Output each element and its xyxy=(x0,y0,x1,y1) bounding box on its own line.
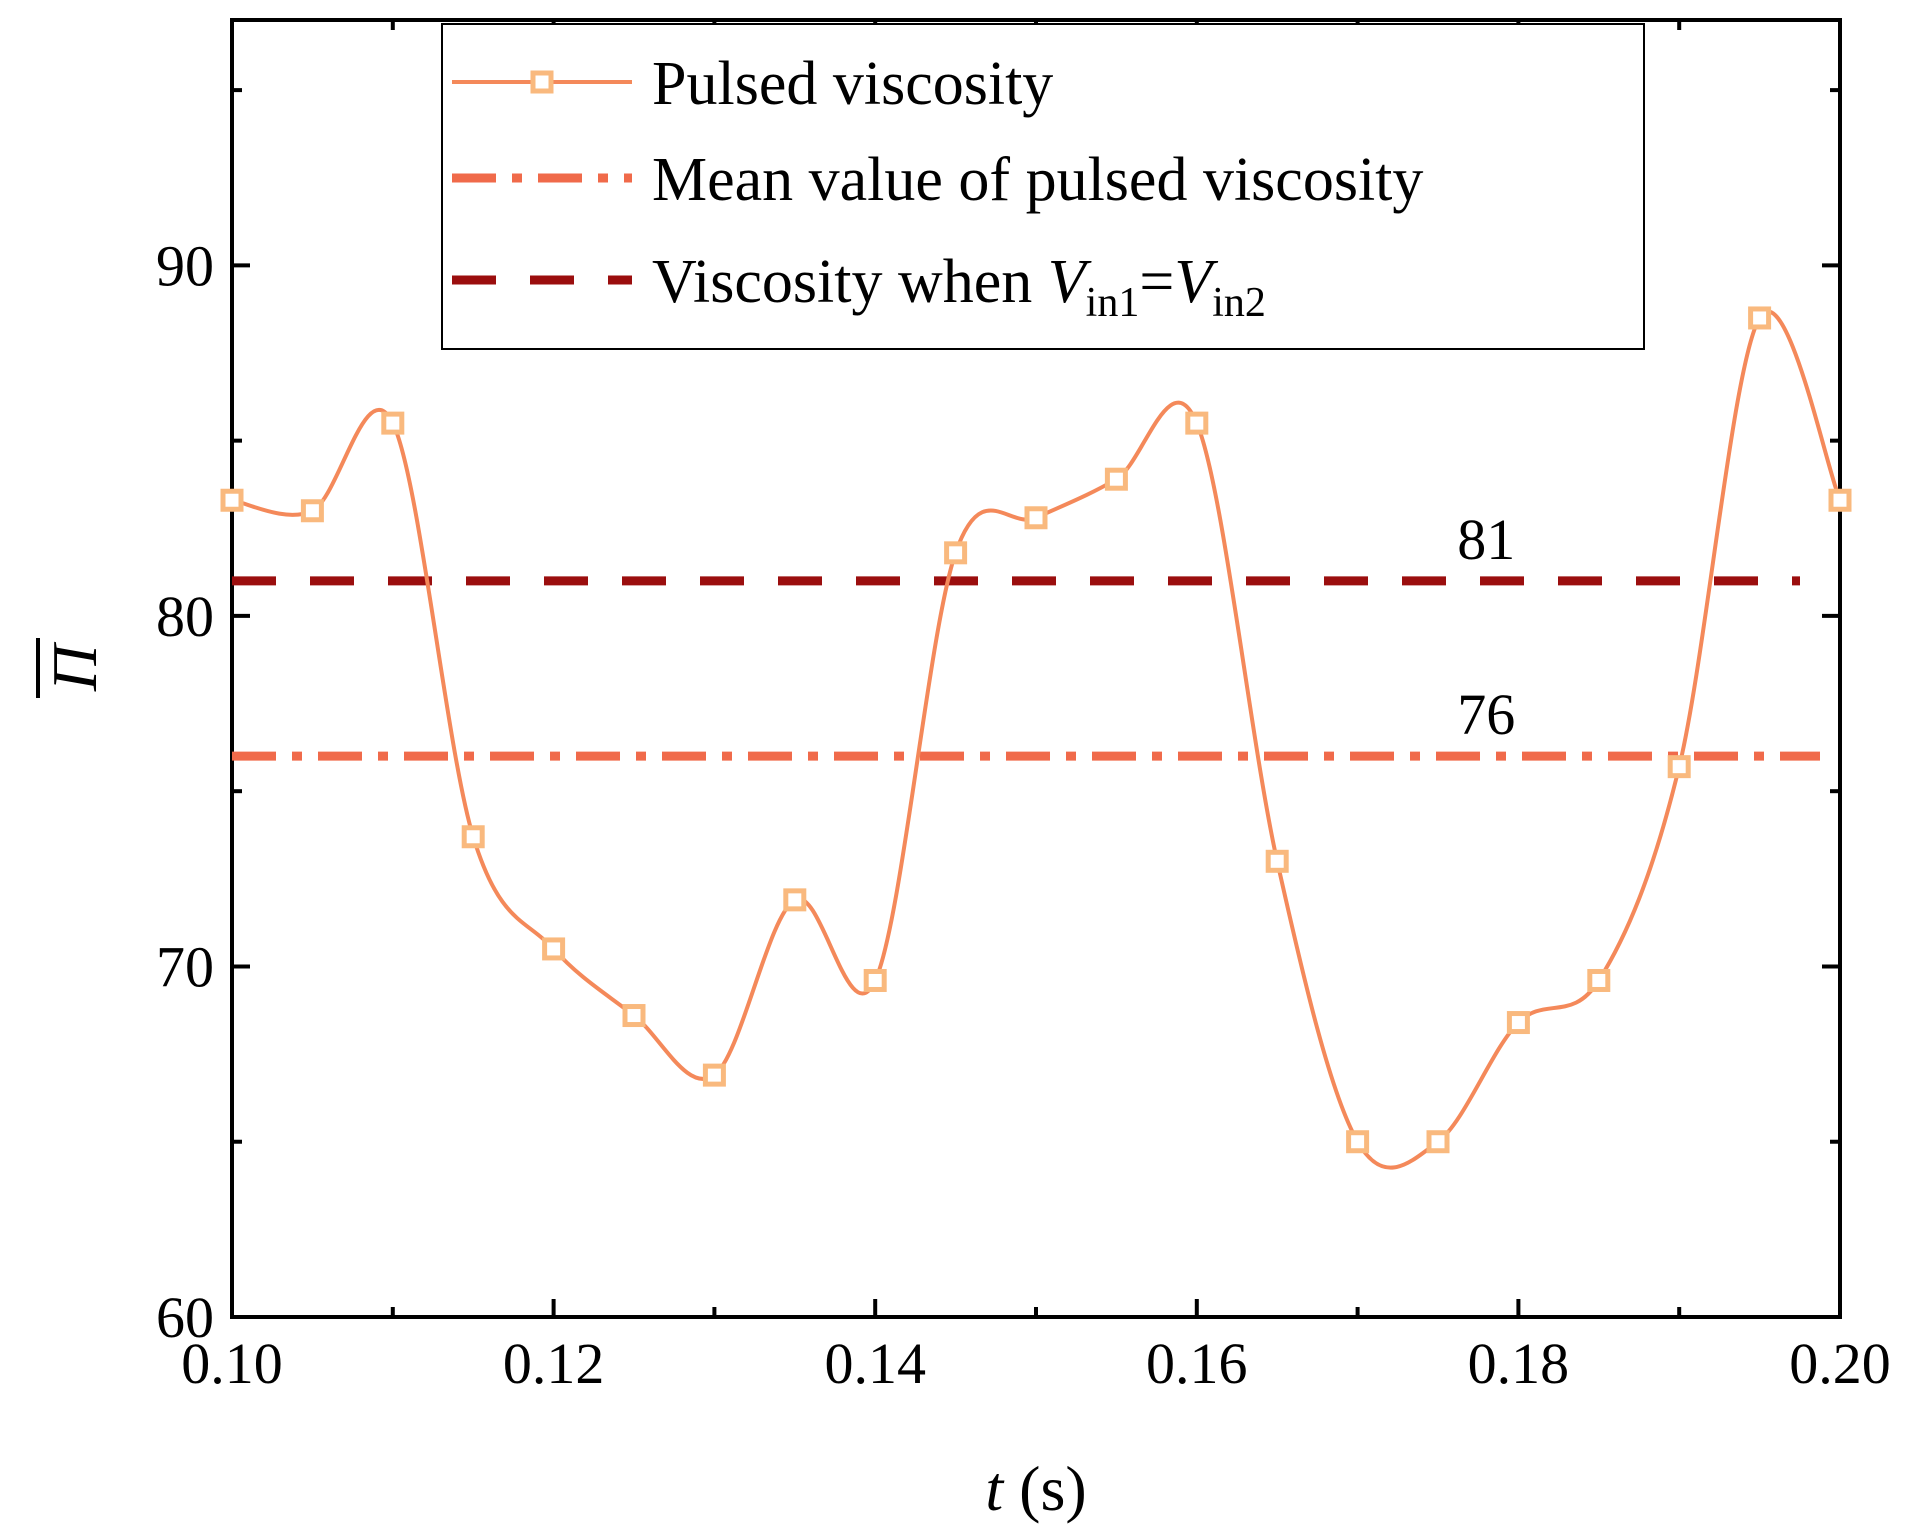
x-tick-label: 0.14 xyxy=(824,1331,926,1396)
data-point-marker xyxy=(783,888,807,912)
legend-label-equal-sub2: in2 xyxy=(1212,280,1266,326)
y-tick-label: 60 xyxy=(156,1285,214,1350)
data-point-marker xyxy=(1828,488,1852,512)
legend-label-equal-prefix: Viscosity when xyxy=(652,248,1048,316)
data-point-marker xyxy=(300,499,324,523)
legend: Pulsed viscosity Mean value of pulsed vi… xyxy=(441,23,1645,350)
annotation-76: 76 xyxy=(1457,682,1515,747)
legend-label-mean: Mean value of pulsed viscosity xyxy=(652,146,1423,214)
y-axis-ticks: 60 70 80 90 xyxy=(156,88,1840,1350)
data-point-marker xyxy=(1667,755,1691,779)
data-point-marker xyxy=(702,1063,726,1087)
pulsed-viscosity-curve xyxy=(231,309,1842,1170)
y-tick-label: 90 xyxy=(156,233,214,298)
legend-label-equal-eq: = xyxy=(1139,248,1174,316)
data-point-marker xyxy=(944,541,968,565)
data-point-marker xyxy=(1587,968,1611,992)
data-point-marker xyxy=(1185,411,1209,435)
data-point-marker xyxy=(1104,467,1128,491)
legend-swatch-pulsed-marker xyxy=(530,70,554,94)
x-axis-title-var: t xyxy=(985,1453,1005,1524)
legend-label-equal: Viscosity when Vin1=Vin2 xyxy=(652,248,1266,326)
x-tick-label: 0.12 xyxy=(503,1331,605,1396)
data-point-marker xyxy=(622,1004,646,1028)
x-tick-label: 0.16 xyxy=(1146,1331,1248,1396)
data-point-marker xyxy=(381,411,405,435)
data-point-marker xyxy=(542,937,566,961)
pulsed-viscosity-markers xyxy=(220,306,1852,1154)
data-point-marker xyxy=(1426,1130,1450,1154)
x-tick-label: 0.18 xyxy=(1468,1331,1570,1396)
data-point-marker xyxy=(1506,1011,1530,1035)
legend-box xyxy=(441,23,1645,350)
x-axis-title: t (s) xyxy=(985,1453,1086,1524)
data-point-marker xyxy=(863,968,887,992)
data-point-marker xyxy=(220,488,244,512)
annotation-81: 81 xyxy=(1457,507,1515,572)
legend-label-pulsed: Pulsed viscosity xyxy=(652,50,1053,118)
x-axis-title-space xyxy=(1003,1453,1019,1524)
legend-label-equal-sub1: in1 xyxy=(1086,280,1140,326)
y-axis-title-symbol: Π xyxy=(39,641,110,692)
x-tick-label: 0.20 xyxy=(1789,1331,1891,1396)
legend-label-equal-v2: V xyxy=(1174,248,1218,316)
data-point-marker xyxy=(461,825,485,849)
y-axis-title: Π xyxy=(36,638,110,698)
x-axis-title-unit: (s) xyxy=(1019,1453,1087,1524)
x-tick-label: 0.10 xyxy=(181,1331,283,1396)
data-point-marker xyxy=(1024,506,1048,530)
data-point-marker xyxy=(1346,1130,1370,1154)
y-tick-label: 70 xyxy=(156,934,214,999)
legend-label-equal-v1: V xyxy=(1048,248,1092,316)
data-point-marker xyxy=(1265,849,1289,873)
y-tick-label: 80 xyxy=(156,584,214,649)
data-point-marker xyxy=(1748,306,1772,330)
